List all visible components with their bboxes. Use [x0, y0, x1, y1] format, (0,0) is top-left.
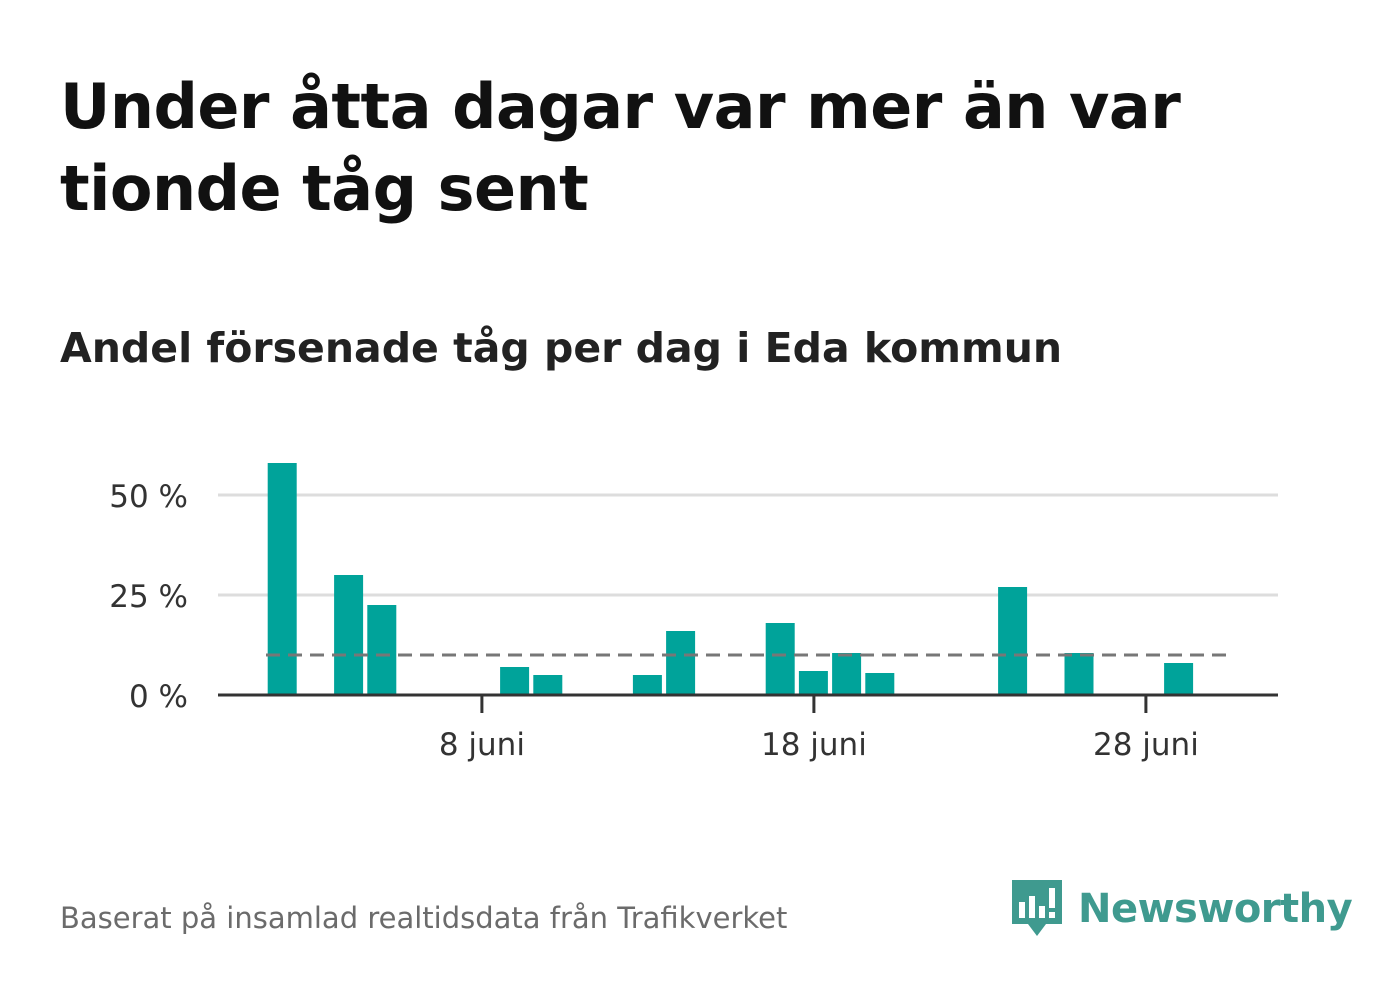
- bar: [267, 463, 297, 695]
- x-tick-label: 28 juni: [1093, 727, 1199, 763]
- x-tick-label: 18 juni: [761, 727, 867, 763]
- bar: [1064, 653, 1094, 695]
- bar: [500, 667, 530, 695]
- bar: [334, 575, 364, 695]
- x-tick-label: 8 juni: [439, 727, 525, 763]
- x-axis-labels: 8 juni 18 juni 28 juni: [439, 727, 1199, 763]
- newsworthy-logo-icon: [1012, 880, 1062, 936]
- bar: [666, 631, 696, 695]
- bars: [267, 463, 1194, 695]
- grid-lines: [218, 493, 1278, 597]
- brand-logo: Newsworthy: [1010, 878, 1353, 940]
- bar: [832, 653, 862, 695]
- y-tick-label: 25 %: [109, 579, 188, 615]
- x-axis: [218, 693, 1278, 713]
- bar: [798, 671, 828, 695]
- bar: [865, 673, 895, 695]
- bar: [533, 675, 563, 695]
- chart-subtitle: Andel försenade tåg per dag i Eda kommun: [60, 324, 1063, 372]
- bar: [998, 587, 1028, 695]
- bar: [367, 605, 397, 695]
- y-tick-label: 0 %: [129, 679, 188, 715]
- y-axis-labels: 0 % 25 % 50 %: [109, 479, 188, 715]
- brand-name: Newsworthy: [1078, 886, 1353, 932]
- bar: [632, 675, 662, 695]
- y-tick-label: 50 %: [109, 479, 188, 515]
- source-note: Baserat på insamlad realtidsdata från Tr…: [60, 901, 788, 935]
- chart-title: Under åtta dagar var mer än var tionde t…: [60, 70, 1181, 225]
- bar: [1164, 663, 1194, 695]
- bar: [765, 623, 795, 695]
